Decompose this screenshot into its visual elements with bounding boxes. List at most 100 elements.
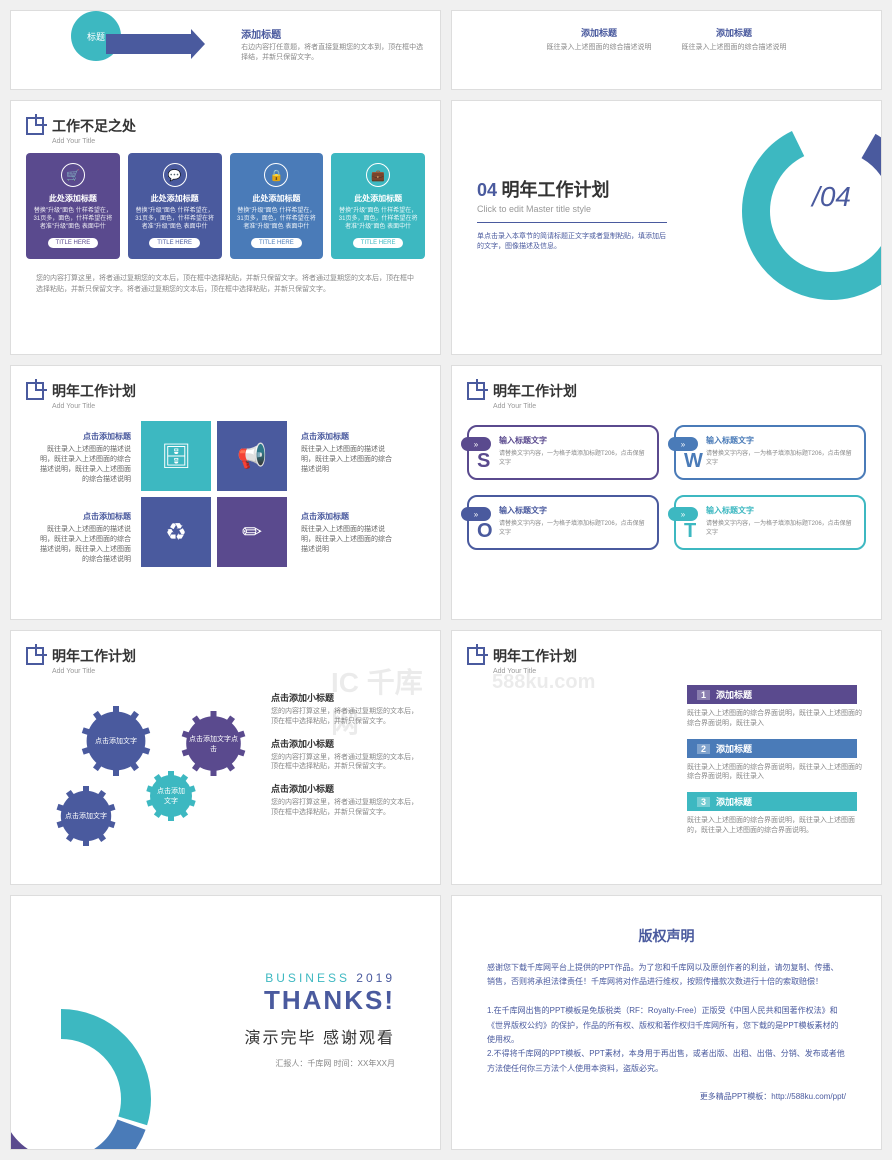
copyright-body: 感谢您下载千库网平台上提供的PPT作品。为了您和千库网以及原创作者的利益，请勿复… — [467, 961, 866, 1076]
swot-box: » 输入标题文字 请替换文字内容，一为格子填添加标题T206，点击保留文字 O — [467, 495, 659, 550]
square-icon: 📢 — [217, 421, 287, 491]
hr — [477, 222, 667, 223]
bubble-title: 添加标题 — [547, 26, 652, 39]
arrow-shape — [106, 34, 191, 54]
swot-desc: 请替换文字内容，一为格子填添加标题T206，点击保留文字 — [706, 448, 856, 466]
copyright-link: 更多精品PPT模板：http://588ku.com/ppt/ — [467, 1091, 866, 1102]
thanks-biz: BUSINESS 2019 — [26, 971, 395, 985]
bubble-title: 添加标题 — [682, 26, 787, 39]
slide-sub: Add Your Title — [52, 403, 425, 410]
slide-bubbles: 添加标题 既往录入上述图面的综合描述说明 添加标题 既往录入上述图面的综合描述说… — [451, 10, 882, 90]
card-desc: 替换"升级"面色 什样希望在，31页多，面色，什样希望在将者准"升级"面色 表面… — [32, 208, 114, 231]
gear-block-desc: 您的内容打算这里，将者通过复期您的文本后，顶在框中选择粘贴，并新只保留文字。 — [271, 753, 421, 773]
card-desc: 替换"升级"面色 什样希望在，31页多，面色，什样希望在将者准"升级"面色 表面… — [236, 208, 318, 231]
card-button[interactable]: TITLE HERE — [353, 238, 404, 248]
square-text: 点击添加标题既往录入上述图面的描述说明，既往录入上述图面的综合描述说明 — [301, 431, 396, 474]
swot-letter: W — [684, 450, 703, 473]
square-text: 点击添加标题既往录入上述图面的描述说明，既往录入上述图面的综合描述说明，既往录入… — [36, 511, 131, 564]
slide-sub: Add Your Title — [52, 668, 425, 675]
slide-thanks: BUSINESS 2019 THANKS! 演示完毕 感谢观看 汇报人：千库网 … — [10, 895, 441, 1150]
section-num: 04 明年工作计划 — [477, 176, 667, 202]
bubble-desc: 既往录入上述图面的综合描述说明 — [682, 42, 787, 52]
info-card: 🛒 此处添加标题 替换"升级"面色 什样希望在，31页多，面色，什样希望在将者准… — [26, 153, 120, 259]
swot-box: » 输入标题文字 请替换文字内容，一为格子填添加标题T206，点击保留文字 T — [674, 495, 866, 550]
gear-block-title: 点击添加小标题 — [271, 737, 421, 750]
gear-icon: 点击添加文字 — [81, 706, 151, 776]
slide-list: 明年工作计划 Add Your Title 1添加标题 既往录入上述图面的综合界… — [451, 630, 882, 885]
swot-letter: O — [477, 520, 493, 543]
swot-box: » 输入标题文字 请替换文字内容，一为格子填添加标题T206，点击保留文字 W — [674, 425, 866, 480]
list-header: 1添加标题 — [687, 685, 857, 704]
swot-title: 输入标题文字 — [499, 505, 649, 516]
swot-letter: S — [477, 450, 490, 473]
item-title: 添加标题 — [241, 26, 425, 41]
swot-title: 输入标题文字 — [706, 435, 856, 446]
slide-swot: 明年工作计划 Add Your Title » 输入标题文字 请替换文字内容，一… — [451, 365, 882, 620]
list-desc: 既往录入上述图面的综合界面说明，既往录入上述图面的综合界面说明，既往录入 — [687, 709, 866, 729]
card-desc: 替换"升级"面色 什样希望在，31页多，面色，什样希望在将者准"升级"面色 表面… — [337, 208, 419, 231]
square-text: 点击添加标题既往录入上述图面的描述说明，既往录入上述图面的综合描述说明，既往录入… — [36, 431, 131, 484]
section-en: Click to edit Master title style — [477, 204, 667, 214]
card-desc: 替换"升级"面色 什样希望在，31页多，面色，什样希望在将者准"升级"面色 表面… — [134, 208, 216, 231]
title-icon — [26, 382, 44, 400]
card-icon: 💼 — [366, 163, 390, 187]
slide-section: 04 明年工作计划 Click to edit Master title sty… — [451, 100, 882, 355]
slide-title: 明年工作计划 — [52, 381, 136, 401]
copyright-title: 版权声明 — [467, 926, 866, 946]
gear-block-title: 点击添加小标题 — [271, 782, 421, 795]
title-icon — [26, 117, 44, 135]
card-title: 此处添加标题 — [236, 193, 318, 204]
slide-sub: Add Your Title — [493, 403, 866, 410]
slide-title: 工作不足之处 — [52, 116, 136, 136]
info-card: 💬 此处添加标题 替换"升级"面色 什样希望在，31页多，面色，什样希望在将者准… — [128, 153, 222, 259]
card-icon: 🛒 — [61, 163, 85, 187]
swot-arrow-icon: » — [461, 437, 491, 451]
section-note: 单点击录入本章节的简请标题正文字或者复制粘贴，填添加后的文字，图像描述及信息。 — [477, 231, 667, 251]
item-desc: 右边内容打任意题，将者直接复期您的文本到，顶在框中选择结，并新只保留文字。 — [241, 43, 425, 63]
slide-sub: Add Your Title — [493, 668, 866, 675]
gear-block-desc: 您的内容打算这里，将者通过复期您的文本后，顶在框中选择粘贴，并新只保留文字。 — [271, 798, 421, 818]
slide-arrow: 标题 添加标题 右边内容打任意题，将者直接复期您的文本到，顶在框中选择结，并新只… — [10, 10, 441, 90]
ring-num: /04 — [812, 181, 851, 213]
bubble-desc: 既往录入上述图面的综合描述说明 — [547, 42, 652, 52]
square-icon: ✏ — [217, 497, 287, 567]
slide-title: 明年工作计划 — [52, 646, 136, 666]
slide-squares: 明年工作计划 Add Your Title 🗄📢♻✏ 点击添加标题既往录入上述图… — [10, 365, 441, 620]
card-button[interactable]: TITLE HERE — [149, 238, 200, 248]
info-card: 🔒 此处添加标题 替换"升级"面色 什样希望在，31页多，面色，什样希望在将者准… — [230, 153, 324, 259]
square-text: 点击添加标题既往录入上述图面的描述说明，既往录入上述图面的综合描述说明 — [301, 511, 396, 554]
info-card: 💼 此处添加标题 替换"升级"面色 什样希望在，31页多，面色，什样希望在将者准… — [331, 153, 425, 259]
gear-icon: 点击添加文字 — [56, 786, 116, 846]
card-title: 此处添加标题 — [134, 193, 216, 204]
gear-block-title: 点击添加小标题 — [271, 691, 421, 704]
bottom-text: 您的内容打算这里，将者通过复期您的文本后，顶在框中选择粘贴，并新只保留文字。将者… — [26, 274, 425, 295]
slide-cards: 工作不足之处 Add Your Title 🛒 此处添加标题 替换"升级"面色 … — [10, 100, 441, 355]
card-button[interactable]: TITLE HERE — [251, 238, 302, 248]
swot-title: 输入标题文字 — [706, 505, 856, 516]
slide-copyright: 版权声明 感谢您下载千库网平台上提供的PPT作品。为了您和千库网以及原创作者的利… — [451, 895, 882, 1150]
card-icon: 💬 — [163, 163, 187, 187]
card-icon: 🔒 — [264, 163, 288, 187]
swot-title: 输入标题文字 — [499, 435, 649, 446]
gear-icon: 点击添加文字 — [146, 771, 196, 821]
thanks-ring — [10, 999, 161, 1150]
card-title: 此处添加标题 — [337, 193, 419, 204]
swot-arrow-icon: » — [668, 507, 698, 521]
gear-icon: 点击添加文字点击 — [181, 711, 246, 776]
swot-arrow-icon: » — [668, 437, 698, 451]
slide-title: 明年工作计划 — [493, 381, 577, 401]
card-button[interactable]: TITLE HERE — [48, 238, 99, 248]
slide-sub: Add Your Title — [52, 138, 425, 145]
swot-letter: T — [684, 520, 696, 543]
list-desc: 既往录入上述图面的综合界面说明，既往录入上述图面的综合界面说明，既往录入 — [687, 763, 866, 783]
title-icon — [467, 647, 485, 665]
swot-desc: 请替换文字内容，一为格子填添加标题T206，点击保留文字 — [499, 448, 649, 466]
slide-title: 明年工作计划 — [493, 646, 577, 666]
title-icon — [467, 382, 485, 400]
swot-box: » 输入标题文字 请替换文字内容，一为格子填添加标题T206，点击保留文字 S — [467, 425, 659, 480]
card-title: 此处添加标题 — [32, 193, 114, 204]
list-header: 2添加标题 — [687, 739, 857, 758]
list-header: 3添加标题 — [687, 792, 857, 811]
swot-desc: 请替换文字内容，一为格子填添加标题T206，点击保留文字 — [499, 518, 649, 536]
list-desc: 既往录入上述图面的综合界面说明，既往录入上述图面的，既往录入上述图面的综合界面说… — [687, 816, 866, 836]
